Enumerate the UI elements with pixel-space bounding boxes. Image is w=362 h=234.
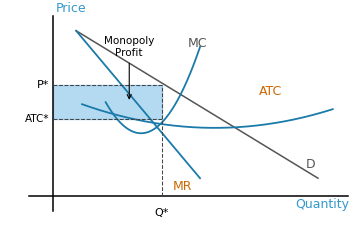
Text: P*: P* bbox=[37, 80, 50, 90]
Text: ATC: ATC bbox=[259, 85, 282, 99]
Text: ATC*: ATC* bbox=[25, 114, 50, 124]
Text: Price: Price bbox=[55, 2, 86, 15]
Text: D: D bbox=[306, 158, 316, 171]
Text: Quantity: Quantity bbox=[295, 198, 349, 211]
Text: MR: MR bbox=[173, 180, 192, 193]
Text: MC: MC bbox=[188, 37, 208, 50]
Text: Monopoly
Profit: Monopoly Profit bbox=[104, 36, 155, 99]
Text: Q*: Q* bbox=[155, 208, 169, 218]
